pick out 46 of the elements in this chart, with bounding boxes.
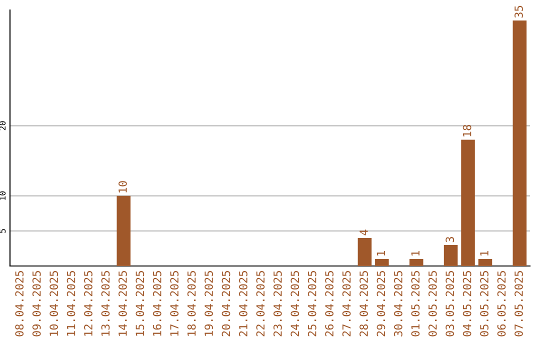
x-tick-label: 18.04.2025 xyxy=(187,271,196,336)
x-tick-label: 12.04.2025 xyxy=(84,271,92,336)
x-tick-label: 07.05.2025 xyxy=(514,271,523,336)
data-label: 1 xyxy=(376,250,386,256)
bar xyxy=(358,238,372,266)
x-tick-label: 06.05.2025 xyxy=(497,271,506,336)
x-tick-label: 24.04.2025 xyxy=(290,271,300,336)
x-tick-label: 03.05.2025 xyxy=(446,271,454,336)
x-tick-label: 08.04.2025 xyxy=(15,271,24,336)
x-tick-label: 19.04.2025 xyxy=(204,271,213,336)
x-tick-label: 21.04.2025 xyxy=(239,271,248,336)
x-tick-label: 27.04.2025 xyxy=(342,271,351,336)
bar xyxy=(444,244,458,266)
data-label: 3 xyxy=(446,237,454,242)
x-tick-label: 10.04.2025 xyxy=(50,271,58,336)
bar xyxy=(461,140,475,266)
x-tick-label: 01.05.2025 xyxy=(411,271,420,336)
x-tick-label: 14.04.2025 xyxy=(118,271,127,336)
bar xyxy=(478,258,492,266)
x-tick-label: 05.05.2025 xyxy=(480,271,488,336)
x-tick-label: 11.04.2025 xyxy=(66,271,76,336)
x-tick-label: 09.04.2025 xyxy=(32,271,41,336)
x-tick-label: 16.04.2025 xyxy=(152,271,162,336)
data-label: 1 xyxy=(411,250,420,256)
bar xyxy=(116,196,131,266)
x-tick-label: 20.04.2025 xyxy=(222,271,230,336)
data-label: 4 xyxy=(360,230,368,236)
bar xyxy=(512,20,527,266)
x-tick-label: 25.04.2025 xyxy=(308,271,316,336)
x-tick-label: 02.05.2025 xyxy=(428,271,437,336)
x-tick-label: 17.04.2025 xyxy=(170,271,179,336)
x-tick-label: 26.04.2025 xyxy=(325,271,334,336)
x-tick-label: 04.05.2025 xyxy=(462,271,472,336)
data-label: 35 xyxy=(514,6,523,18)
data-label: 18 xyxy=(462,124,472,136)
bar xyxy=(409,258,424,266)
data-label: 10 xyxy=(118,181,127,192)
x-tick-label: 15.04.2025 xyxy=(136,271,144,336)
bar xyxy=(375,258,389,266)
x-tick-label: 30.04.2025 xyxy=(394,271,402,336)
x-tick-label: 23.04.2025 xyxy=(273,271,282,336)
x-tick-label: 29.04.2025 xyxy=(376,271,386,336)
x-tick-label: 22.04.2025 xyxy=(256,271,265,336)
data-label: 1 xyxy=(480,250,488,256)
x-tick-label: 28.04.2025 xyxy=(360,271,368,336)
x-tick-label: 13.04.2025 xyxy=(101,271,110,336)
